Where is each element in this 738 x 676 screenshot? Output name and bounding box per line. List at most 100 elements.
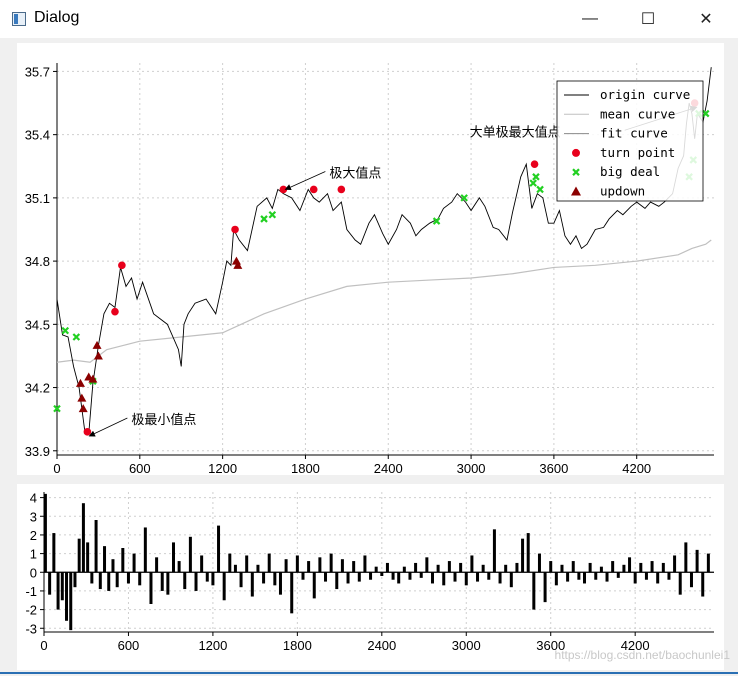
deal-bar: [103, 546, 107, 573]
x-tick-label: 0: [40, 638, 47, 653]
deal-bar: [183, 572, 187, 590]
deal-bar: [616, 572, 620, 578]
y-tick-label: 3: [30, 509, 37, 524]
deal-bar: [94, 520, 98, 573]
y-tick-label: 35.4: [25, 128, 50, 143]
deal-bar: [656, 572, 660, 584]
deal-bar: [644, 572, 648, 580]
deal-bar: [650, 561, 654, 573]
x-tick-label: 600: [118, 638, 140, 653]
deal-bar: [588, 562, 592, 573]
deal-bar: [335, 572, 339, 590]
deal-bar: [228, 553, 232, 573]
annotation-label: 极大值点: [329, 165, 381, 181]
updown-marker: [93, 351, 103, 360]
turn-point: [337, 185, 346, 194]
deal-bar: [155, 557, 159, 573]
price-chart: 0 600 1200 1800 2400 3000 3600 4200 33.9 34.2 34.5…: [25, 63, 714, 476]
deal-bar: [464, 572, 468, 586]
deal-bar: [425, 557, 429, 573]
deal-bar: [256, 564, 260, 573]
deal-bar: [69, 572, 73, 631]
deal-bar: [689, 572, 693, 588]
deal-bar: [143, 527, 147, 573]
deal-bar: [56, 572, 60, 610]
y-tick-label: -1: [25, 584, 37, 599]
updown-marker: [78, 404, 88, 413]
legend-swatch-updown: [571, 186, 581, 196]
turn-point: [83, 428, 92, 436]
legend-swatch-big: [572, 168, 580, 176]
deal-bar: [385, 562, 389, 573]
y-tick-label: 33.9: [25, 444, 50, 459]
y-tick-label: 35.1: [25, 191, 50, 206]
deal-bar: [115, 572, 119, 588]
big-deal-marker: [268, 210, 277, 219]
updown-marker: [75, 378, 85, 387]
y-tick-label: 4: [30, 491, 37, 506]
deal-bar: [171, 542, 175, 573]
x-tick-label: 1200: [198, 638, 227, 653]
legend-label: mean curve: [600, 106, 675, 121]
deal-bar: [583, 572, 587, 584]
turn-point: [309, 185, 318, 194]
deal-bar: [476, 572, 480, 582]
legend-label: fit curve: [600, 126, 668, 141]
turn-point: [118, 261, 126, 270]
big-deal-marker: [460, 194, 468, 202]
deal-bar: [177, 561, 181, 573]
x-tick-label: 1800: [291, 461, 320, 475]
deal-bar: [639, 562, 643, 573]
updown-marker: [77, 393, 87, 402]
maximize-button[interactable]: ☐: [625, 4, 671, 34]
deal-bar: [459, 562, 463, 573]
deal-bar: [628, 557, 632, 573]
deal-bar: [442, 572, 446, 586]
minimize-button[interactable]: —: [567, 4, 613, 34]
deal-bar: [65, 572, 69, 621]
deal-bar: [160, 572, 164, 591]
close-icon: ✕: [699, 11, 713, 28]
big-deal-marker: [536, 185, 544, 194]
deal-bar: [149, 572, 153, 604]
updown-marker: [233, 260, 243, 269]
deal-bar: [701, 572, 705, 597]
deal-bar: [262, 572, 266, 584]
window-title: Dialog: [34, 9, 80, 26]
deal-bar: [267, 553, 271, 573]
deal-bar: [194, 572, 198, 591]
deal-bar: [599, 566, 603, 573]
deal-bar: [402, 566, 406, 573]
deal-bar: [661, 562, 665, 573]
close-button[interactable]: ✕: [683, 4, 729, 34]
y-tick-label: -2: [25, 603, 37, 618]
legend-label: big deal: [600, 164, 660, 179]
deal-bar: [571, 561, 575, 573]
app-icon: [12, 12, 26, 26]
deal-bar: [526, 533, 530, 573]
title-bar: Dialog — ☐ ✕: [0, 0, 738, 38]
minimize-icon: —: [582, 10, 598, 27]
y-tick-label: 0: [30, 565, 37, 580]
deal-bar: [166, 572, 170, 595]
deal-bar: [132, 553, 136, 573]
deal-bar: [200, 555, 204, 573]
x-tick-label: 0: [53, 461, 60, 475]
deal-bar: [408, 572, 412, 580]
annotation-label: 极最小值点: [131, 412, 196, 428]
deal-bar: [352, 561, 356, 573]
deal-bar: [295, 555, 299, 573]
deal-bar: [594, 572, 598, 580]
big-deal-marker: [701, 109, 710, 118]
deal-bar: [504, 564, 508, 573]
deal-bar: [81, 503, 85, 573]
y-tick-label: 34.2: [25, 381, 50, 396]
deal-bar: [48, 572, 52, 595]
deal-bar: [233, 564, 237, 573]
annotation-label: 大单极最大值点: [470, 124, 561, 140]
deal-bar: [397, 572, 401, 584]
y-tick-label: 34.5: [25, 317, 50, 332]
x-tick-label: 1800: [283, 638, 312, 653]
turn-point: [231, 225, 239, 234]
deal-bar: [577, 572, 581, 580]
